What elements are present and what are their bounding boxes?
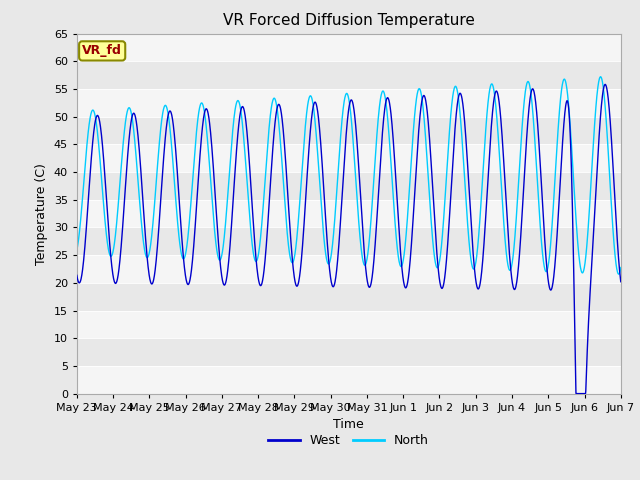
- Y-axis label: Temperature (C): Temperature (C): [35, 163, 48, 264]
- X-axis label: Time: Time: [333, 418, 364, 431]
- Bar: [77, 34, 621, 61]
- Bar: [77, 311, 621, 338]
- Title: VR Forced Diffusion Temperature: VR Forced Diffusion Temperature: [223, 13, 475, 28]
- Legend: West, North: West, North: [264, 429, 434, 452]
- Bar: [77, 144, 621, 172]
- Bar: [77, 255, 621, 283]
- Bar: [77, 89, 621, 117]
- Bar: [77, 366, 621, 394]
- Bar: [77, 200, 621, 228]
- Text: VR_fd: VR_fd: [82, 44, 122, 58]
